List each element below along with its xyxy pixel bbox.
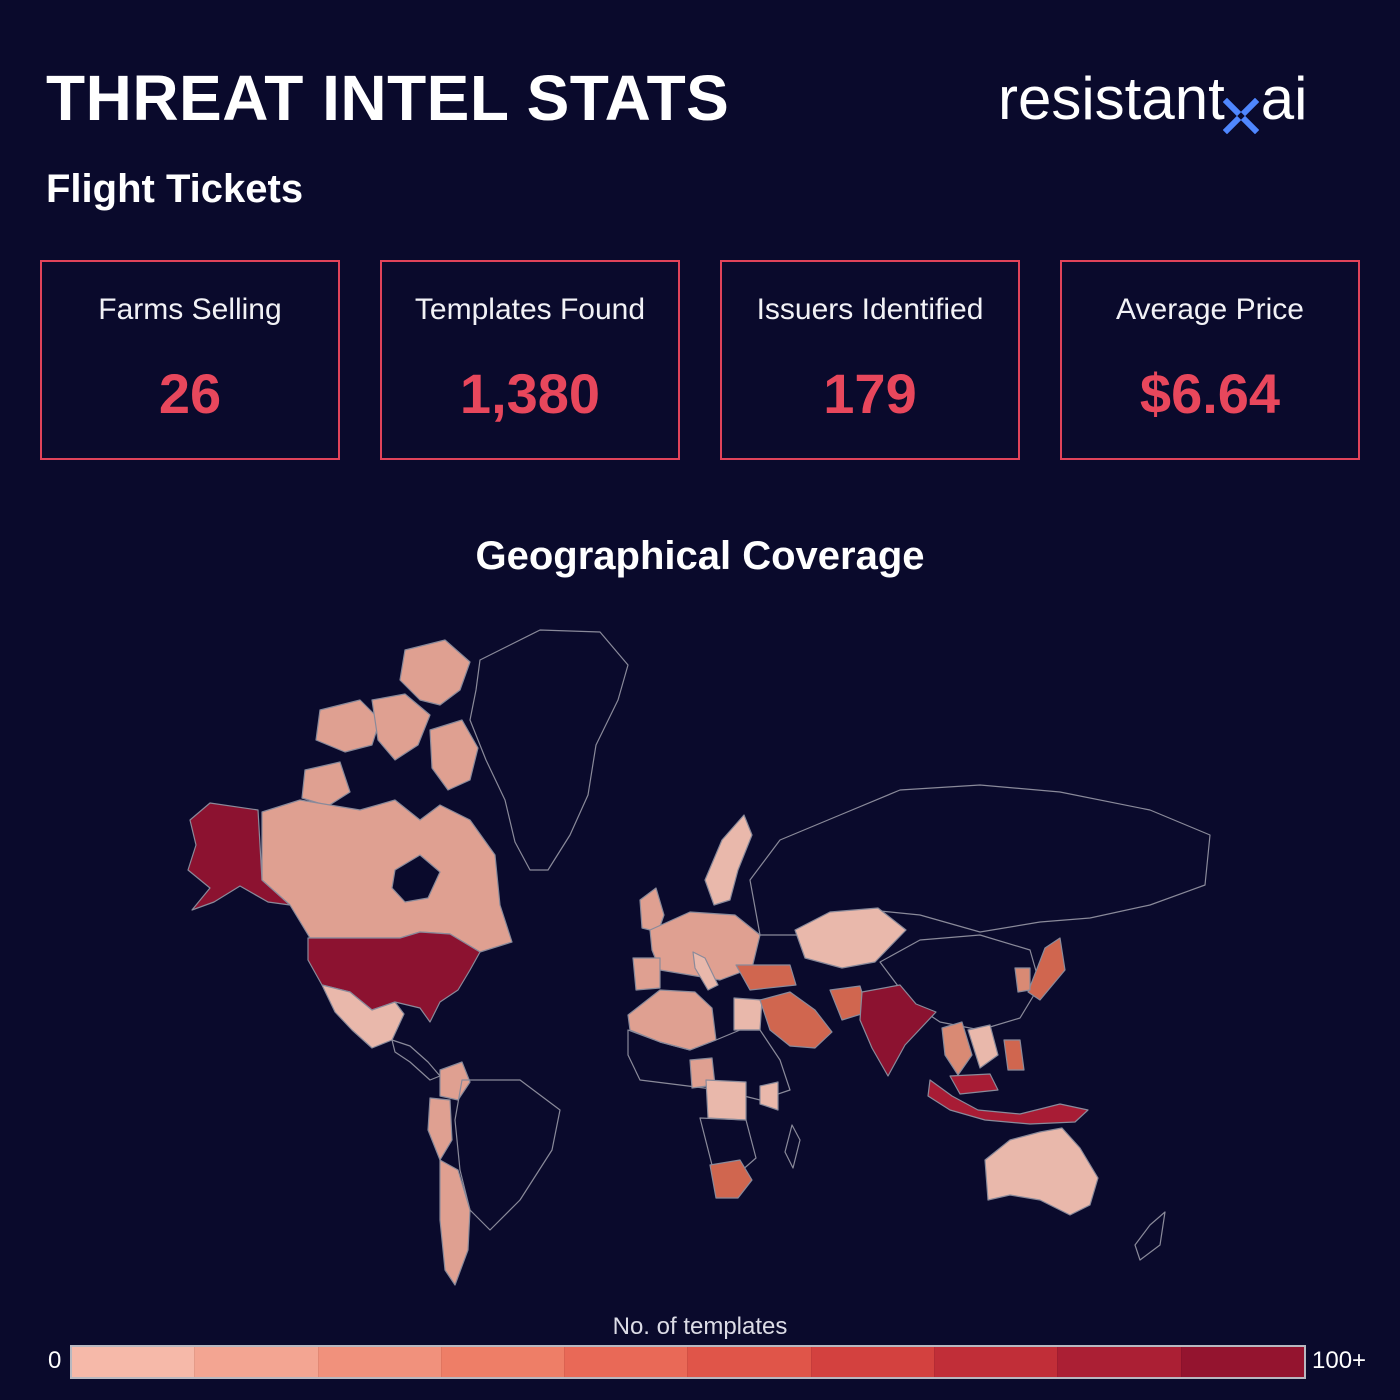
legend-swatch <box>810 1347 935 1377</box>
region-south-africa <box>709 1159 753 1199</box>
region-kazakhstan <box>794 907 907 969</box>
resistant-ai-logo: resistant ai <box>998 64 1307 138</box>
stat-label: Issuers Identified <box>756 293 984 326</box>
region-madagascar <box>784 1124 801 1169</box>
region-alaska <box>187 802 291 911</box>
region-saudi-arabia <box>759 991 833 1049</box>
region-russia <box>749 784 1211 936</box>
region-east-africa <box>705 1079 747 1121</box>
region-malaysia <box>949 1073 999 1095</box>
region-peru <box>427 1097 453 1161</box>
stat-label: Farms Selling <box>98 293 282 326</box>
region-canada <box>261 799 513 953</box>
legend-swatch <box>317 1347 441 1377</box>
region-australia <box>984 1127 1099 1216</box>
region-turkey <box>735 964 797 991</box>
region-chile-argentina <box>439 1159 471 1286</box>
region-greenland <box>469 629 629 871</box>
region-indonesia <box>927 1079 1089 1125</box>
legend-swatch <box>72 1347 195 1377</box>
stat-value: 1,380 <box>459 362 601 425</box>
legend-title: No. of templates <box>612 1313 788 1340</box>
stat-label: Templates Found <box>414 293 646 326</box>
stat-label: Average Price <box>1116 293 1304 326</box>
logo-x-icon <box>1222 98 1259 134</box>
stat-value: 179 <box>823 362 917 425</box>
region-arctic-islands <box>399 639 471 706</box>
map-title: Geographical Coverage <box>475 534 925 578</box>
region-arctic-islands <box>315 699 381 753</box>
region-myanmar-thailand <box>941 1021 973 1076</box>
region-india <box>859 984 937 1077</box>
legend-min-label: 0 <box>48 1347 62 1374</box>
legend-swatch <box>687 1347 811 1377</box>
section-subtitle: Flight Tickets <box>46 167 304 211</box>
region-scandinavia <box>704 814 753 906</box>
color-scale-legend <box>70 1345 1306 1379</box>
region-philippines <box>1003 1039 1025 1071</box>
region-arctic-islands <box>371 693 431 761</box>
legend-swatch <box>194 1347 318 1377</box>
region-arctic-islands <box>301 761 351 807</box>
legend-swatch <box>1180 1347 1304 1377</box>
world-choropleth-map <box>187 629 1211 1286</box>
region-japan <box>1027 937 1066 1001</box>
legend-max-label: 100+ <box>1312 1347 1367 1374</box>
region-uk <box>639 887 665 933</box>
legend-swatch <box>564 1347 688 1377</box>
page-title: THREAT INTEL STATS <box>46 62 730 134</box>
region-arctic-islands <box>429 719 479 791</box>
stat-card-issuers-identified: Issuers Identified 179 <box>720 260 1020 460</box>
region-egypt <box>733 997 763 1031</box>
region-mexico <box>321 984 405 1049</box>
region-italy <box>692 951 719 991</box>
legend-swatch <box>1057 1347 1181 1377</box>
region-algeria-morocco <box>627 989 717 1051</box>
logo-wordmark-left: resistant <box>998 65 1225 132</box>
legend-swatch <box>440 1347 565 1377</box>
legend-swatch <box>934 1347 1058 1377</box>
region-brazil <box>454 1079 561 1231</box>
region-iberia <box>632 957 661 991</box>
stat-card-farms-selling: Farms Selling 26 <box>40 260 340 460</box>
stat-card-average-price: Average Price $6.64 <box>1060 260 1360 460</box>
region-colombia <box>439 1061 471 1101</box>
stat-value: 26 <box>158 362 222 425</box>
region-vietnam <box>967 1024 999 1069</box>
region-hudson-bay <box>391 854 441 903</box>
region-korea <box>1014 967 1031 993</box>
logo-wordmark-right: ai <box>1260 65 1308 132</box>
stat-value: $6.64 <box>1139 362 1281 425</box>
region-kenya <box>759 1081 779 1111</box>
region-new-zealand <box>1134 1211 1166 1261</box>
region-central-america <box>391 1039 441 1081</box>
stat-card-templates-found: Templates Found 1,380 <box>380 260 680 460</box>
region-west-africa <box>627 1029 791 1101</box>
region-central-south-africa <box>699 1117 757 1173</box>
